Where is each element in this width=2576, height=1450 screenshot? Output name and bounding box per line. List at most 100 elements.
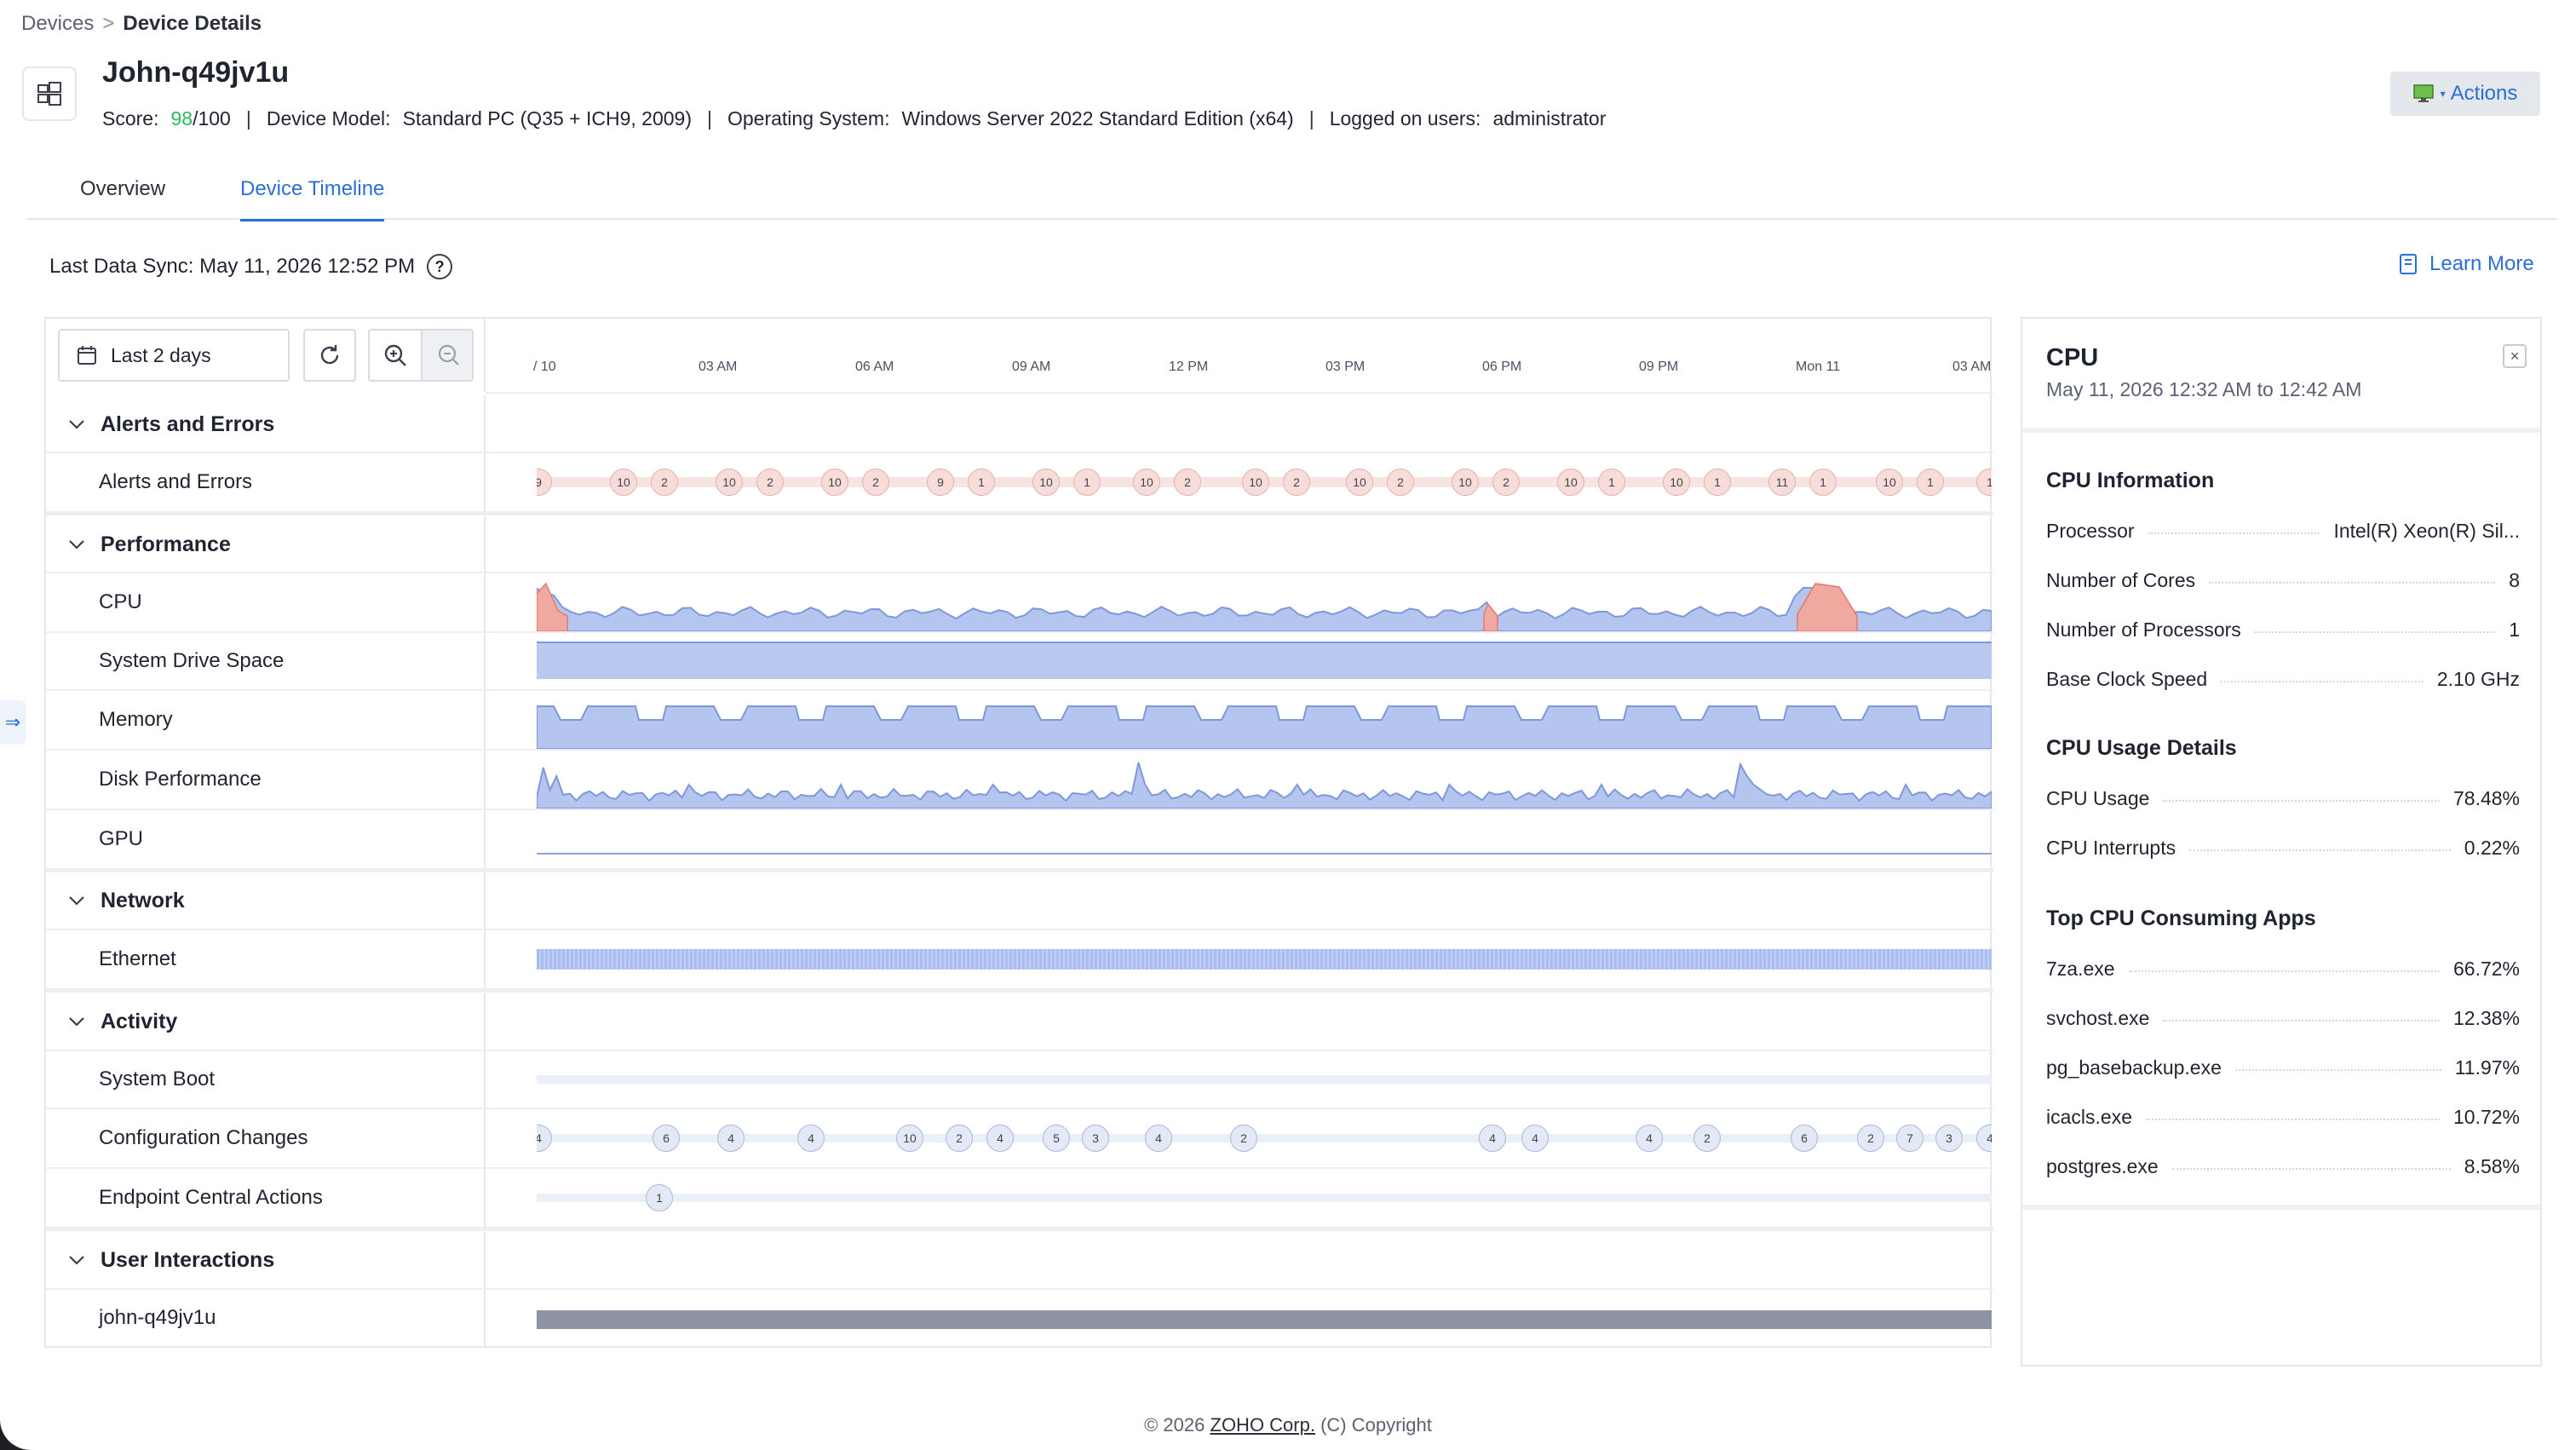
disk-track[interactable] xyxy=(537,751,1992,808)
cpu-detail-panel: CPU May 11, 2026 12:32 AM to 12:42 AM × … xyxy=(2021,317,2542,1367)
event-marker[interactable]: 10 xyxy=(1876,469,1903,496)
row-gpu[interactable]: GPU xyxy=(46,810,486,868)
event-marker[interactable]: 10 xyxy=(1133,469,1160,496)
zoho-link[interactable]: ZOHO Corp. xyxy=(1210,1414,1315,1436)
row-label: Disk Performance xyxy=(99,768,262,791)
model-label: Device Model: xyxy=(266,107,391,129)
event-marker[interactable]: 4 xyxy=(537,1125,552,1152)
event-marker[interactable]: 4 xyxy=(986,1125,1014,1152)
cpu-track[interactable] xyxy=(537,573,1992,631)
event-marker[interactable]: 11 xyxy=(1768,469,1796,496)
kv-value: 12.38% xyxy=(2452,1007,2520,1029)
axis-tick: 03 AM xyxy=(1952,360,1992,374)
event-marker[interactable]: 2 xyxy=(1693,1125,1721,1152)
event-marker[interactable]: 10 xyxy=(1242,469,1269,496)
event-marker[interactable]: 1 xyxy=(646,1184,673,1211)
axis-tick: / 10 xyxy=(533,360,556,374)
event-marker[interactable]: 9 xyxy=(537,469,552,496)
breadcrumb-devices-link[interactable]: Devices xyxy=(21,12,95,35)
gpu-track[interactable] xyxy=(537,810,1992,868)
event-marker[interactable]: 4 xyxy=(1976,1125,1992,1152)
event-marker[interactable]: 1 xyxy=(1598,469,1625,496)
group-alerts[interactable]: Alerts and Errors xyxy=(46,395,486,453)
memory-track[interactable] xyxy=(537,691,1992,749)
row-user[interactable]: john-q49jv1u xyxy=(46,1290,486,1346)
event-marker[interactable]: 3 xyxy=(1082,1125,1109,1152)
row-endpoint-central-actions[interactable]: Endpoint Central Actions xyxy=(46,1169,486,1227)
date-range-picker[interactable]: Last 2 days xyxy=(58,329,290,382)
group-performance[interactable]: Performance xyxy=(46,516,486,573)
event-marker[interactable]: 10 xyxy=(610,469,637,496)
event-marker[interactable]: 1 xyxy=(1704,469,1731,496)
row-cpu[interactable]: CPU xyxy=(46,573,486,631)
event-marker[interactable]: 10 xyxy=(1557,469,1584,496)
ethernet-track[interactable] xyxy=(537,930,1992,988)
kv-value: 66.72% xyxy=(2452,958,2520,980)
event-marker[interactable]: 10 xyxy=(1346,469,1373,496)
event-marker[interactable]: 1 xyxy=(1073,469,1101,496)
event-marker[interactable]: 4 xyxy=(1145,1125,1172,1152)
event-marker[interactable]: 1 xyxy=(1809,469,1837,496)
drive-track[interactable] xyxy=(537,633,1992,689)
event-marker[interactable]: 6 xyxy=(653,1125,680,1152)
event-marker[interactable]: 1 xyxy=(1917,469,1944,496)
config-track: 4 6 4 4 10 2 4 5 3 4 2 4 4 4 2 6 2 7 3 4 xyxy=(537,1109,1992,1167)
zoom-out-button[interactable] xyxy=(421,329,474,382)
event-marker[interactable]: 4 xyxy=(797,1125,825,1152)
kv-processors: Number of Processors 1 xyxy=(2046,619,2520,642)
row-memory[interactable]: Memory xyxy=(46,691,486,749)
event-marker[interactable]: 1 xyxy=(968,469,995,496)
event-marker[interactable]: 7 xyxy=(1896,1125,1923,1152)
event-marker[interactable]: 10 xyxy=(1663,469,1690,496)
event-marker[interactable]: 2 xyxy=(651,469,678,496)
refresh-button[interactable] xyxy=(303,329,356,382)
event-marker[interactable]: 6 xyxy=(1791,1125,1818,1152)
group-network[interactable]: Network xyxy=(46,872,486,929)
kv-value: 8 xyxy=(2509,569,2520,591)
row-system-drive-space[interactable]: System Drive Space xyxy=(46,633,486,689)
meta-separator: | xyxy=(707,107,712,129)
event-marker[interactable]: 4 xyxy=(717,1125,745,1152)
event-marker[interactable]: 5 xyxy=(1043,1125,1070,1152)
event-marker[interactable]: 1 xyxy=(1976,469,1992,496)
row-ethernet[interactable]: Ethernet xyxy=(46,930,486,988)
event-marker[interactable]: 10 xyxy=(1452,469,1479,496)
row-configuration-changes[interactable]: Configuration Changes xyxy=(46,1109,486,1167)
help-icon[interactable]: ? xyxy=(427,254,453,279)
user-track[interactable] xyxy=(537,1290,1992,1346)
event-marker[interactable]: 2 xyxy=(1283,469,1310,496)
actions-button[interactable]: ▾ Actions xyxy=(2390,72,2540,116)
learn-more-link[interactable]: Learn More xyxy=(2399,252,2534,276)
event-marker[interactable]: 10 xyxy=(716,469,743,496)
event-marker[interactable]: 2 xyxy=(946,1125,973,1152)
tab-device-timeline[interactable]: Device Timeline xyxy=(240,177,385,222)
windows-device-icon xyxy=(22,66,77,121)
row-alerts-errors[interactable]: Alerts and Errors xyxy=(46,453,486,511)
event-marker[interactable]: 10 xyxy=(821,469,848,496)
event-marker[interactable]: 4 xyxy=(1636,1125,1663,1152)
event-marker[interactable]: 2 xyxy=(1857,1125,1884,1152)
event-marker[interactable]: 3 xyxy=(1935,1125,1963,1152)
event-marker[interactable]: 4 xyxy=(1521,1125,1549,1152)
tab-overview[interactable]: Overview xyxy=(80,177,166,200)
group-user-interactions[interactable]: User Interactions xyxy=(46,1232,486,1288)
event-marker[interactable]: 4 xyxy=(1479,1125,1506,1152)
event-marker[interactable]: 10 xyxy=(896,1125,923,1152)
row-system-boot[interactable]: System Boot xyxy=(46,1051,486,1108)
divider xyxy=(46,1227,1993,1231)
event-marker[interactable]: 9 xyxy=(927,469,954,496)
zoom-in-button[interactable] xyxy=(368,329,421,382)
event-marker[interactable]: 2 xyxy=(1387,469,1414,496)
group-activity[interactable]: Activity xyxy=(46,993,486,1050)
event-marker[interactable]: 2 xyxy=(862,469,889,496)
event-marker[interactable]: 2 xyxy=(1492,469,1520,496)
row-disk-performance[interactable]: Disk Performance xyxy=(46,751,486,808)
event-marker[interactable]: 2 xyxy=(1174,469,1201,496)
event-marker[interactable]: 10 xyxy=(1032,469,1060,496)
actions-label: Actions xyxy=(2450,82,2518,105)
boot-track[interactable] xyxy=(537,1051,1992,1108)
event-marker[interactable]: 2 xyxy=(756,469,784,496)
expand-sidebar-icon[interactable]: ⇒ xyxy=(0,700,26,745)
event-marker[interactable]: 2 xyxy=(1230,1125,1257,1152)
close-icon[interactable]: × xyxy=(2503,344,2527,368)
